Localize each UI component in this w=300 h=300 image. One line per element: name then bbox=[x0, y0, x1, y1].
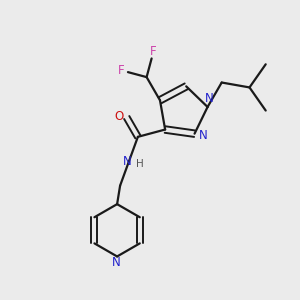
Text: O: O bbox=[115, 110, 124, 123]
Text: F: F bbox=[150, 45, 156, 58]
Text: F: F bbox=[118, 64, 125, 77]
Text: N: N bbox=[112, 256, 121, 269]
Text: N: N bbox=[123, 155, 132, 169]
Text: N: N bbox=[199, 129, 208, 142]
Text: H: H bbox=[136, 159, 144, 170]
Text: N: N bbox=[205, 92, 213, 105]
